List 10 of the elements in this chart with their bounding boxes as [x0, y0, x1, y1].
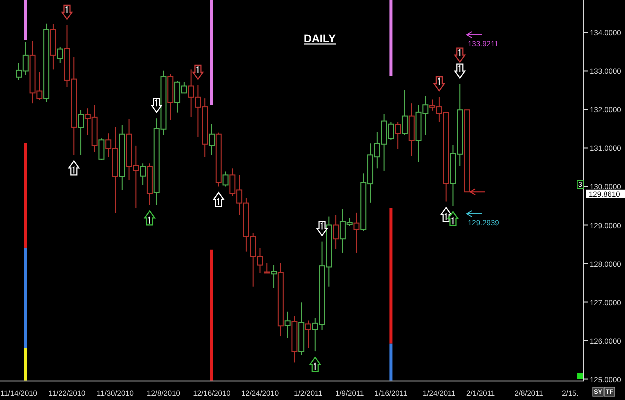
bar: [210, 0, 214, 106]
bar: [210, 250, 214, 382]
bar: [24, 248, 28, 348]
bar: [24, 348, 28, 382]
bar: [24, 143, 28, 248]
bar: [390, 344, 393, 382]
bar: [24, 0, 28, 40]
text: DAILY: [304, 34, 337, 46]
bar: [390, 0, 393, 76]
bar: [390, 208, 393, 344]
